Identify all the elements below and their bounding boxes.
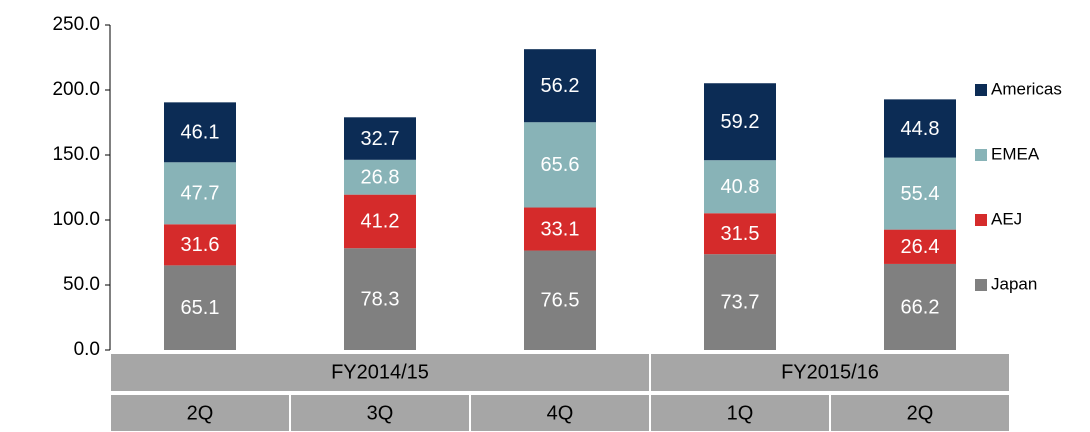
x-tick-label: 4Q bbox=[547, 402, 574, 424]
data-label: 31.5 bbox=[721, 223, 760, 245]
data-label: 32.7 bbox=[361, 128, 400, 150]
bar-segment bbox=[344, 194, 416, 249]
bar-segment bbox=[344, 117, 416, 160]
y-tick-label: 100.0 bbox=[52, 209, 100, 230]
bar-segment bbox=[704, 83, 776, 161]
data-label: 56.2 bbox=[541, 75, 580, 97]
bar-segment bbox=[884, 99, 956, 158]
group-cell bbox=[649, 352, 1011, 393]
x-tick-label: 2Q bbox=[907, 402, 934, 424]
group-label: FY2014/15 bbox=[331, 361, 429, 383]
category-cell bbox=[109, 393, 291, 432]
legend-label: EMEA bbox=[991, 144, 1040, 163]
bar-segment bbox=[704, 160, 776, 214]
bar-segment bbox=[344, 248, 416, 350]
y-tick-label: 200.0 bbox=[52, 79, 100, 100]
y-tick-label: 50.0 bbox=[63, 274, 100, 295]
data-label: 44.8 bbox=[901, 118, 940, 140]
bar-segment bbox=[164, 224, 236, 266]
legend-label: AEJ bbox=[991, 209, 1022, 228]
bar-segment bbox=[344, 159, 416, 195]
group-label: FY2015/16 bbox=[781, 361, 879, 383]
data-label: 26.8 bbox=[361, 167, 400, 189]
legend-swatch bbox=[975, 149, 987, 161]
data-label: 33.1 bbox=[541, 218, 580, 240]
bar-segment bbox=[164, 162, 236, 225]
data-label: 65.6 bbox=[541, 154, 580, 176]
data-label: 73.7 bbox=[721, 291, 760, 313]
bar-segment bbox=[884, 229, 956, 264]
legend-swatch bbox=[975, 84, 987, 96]
category-cell bbox=[469, 393, 651, 432]
legend-swatch bbox=[975, 279, 987, 291]
category-cell bbox=[829, 393, 1011, 432]
category-cell bbox=[649, 393, 831, 432]
legend-label: Japan bbox=[991, 274, 1037, 293]
data-label: 66.2 bbox=[901, 296, 940, 318]
bar-segment bbox=[524, 207, 596, 251]
bar-segment bbox=[524, 49, 596, 123]
data-label: 78.3 bbox=[361, 288, 400, 310]
y-tick-label: 250.0 bbox=[52, 14, 100, 35]
category-cell bbox=[289, 393, 471, 432]
bar-segment bbox=[164, 102, 236, 163]
data-label: 55.4 bbox=[901, 183, 940, 205]
data-label: 26.4 bbox=[901, 236, 940, 258]
data-label: 41.2 bbox=[361, 211, 400, 233]
y-tick-label: 150.0 bbox=[52, 144, 100, 165]
data-label: 59.2 bbox=[721, 111, 760, 133]
bar-segment bbox=[164, 265, 236, 350]
data-label: 31.6 bbox=[181, 234, 220, 256]
group-cell bbox=[109, 352, 651, 393]
y-tick-label: 0.0 bbox=[74, 339, 100, 360]
data-label: 47.7 bbox=[181, 183, 220, 205]
data-label: 46.1 bbox=[181, 122, 220, 144]
bar-segment bbox=[704, 254, 776, 350]
data-label: 40.8 bbox=[721, 176, 760, 198]
bar-segment bbox=[524, 122, 596, 208]
x-tick-label: 2Q bbox=[187, 402, 214, 424]
data-label: 76.5 bbox=[541, 290, 580, 312]
bar-segment bbox=[524, 250, 596, 350]
legend-swatch bbox=[975, 214, 987, 226]
bar-segment bbox=[884, 263, 956, 350]
data-label: 65.1 bbox=[181, 297, 220, 319]
legend-label: Americas bbox=[991, 79, 1062, 98]
x-tick-label: 1Q bbox=[727, 402, 754, 424]
bar-segment bbox=[884, 157, 956, 230]
x-tick-label: 3Q bbox=[367, 402, 394, 424]
bar-segment bbox=[704, 213, 776, 255]
